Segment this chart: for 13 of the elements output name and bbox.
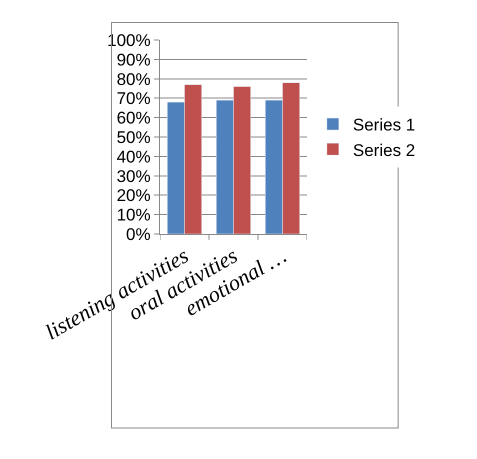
legend-label: Series 2 xyxy=(352,140,416,160)
y-tick-label: 20% xyxy=(116,186,151,206)
y-tick-label: 70% xyxy=(116,89,151,108)
y-tick-label: 50% xyxy=(116,128,151,147)
y-tick-label: 10% xyxy=(116,206,151,225)
legend-label: Series 1 xyxy=(352,116,416,135)
y-tick-label: 30% xyxy=(116,166,151,186)
y-tick-label: 90% xyxy=(116,50,151,70)
y-tick-label: 40% xyxy=(116,147,151,166)
y-tick-label: 60% xyxy=(116,108,151,128)
y-tick-label: 100% xyxy=(107,30,151,50)
y-tick-label: 0% xyxy=(126,224,151,244)
y-tick-label: 80% xyxy=(116,70,151,89)
